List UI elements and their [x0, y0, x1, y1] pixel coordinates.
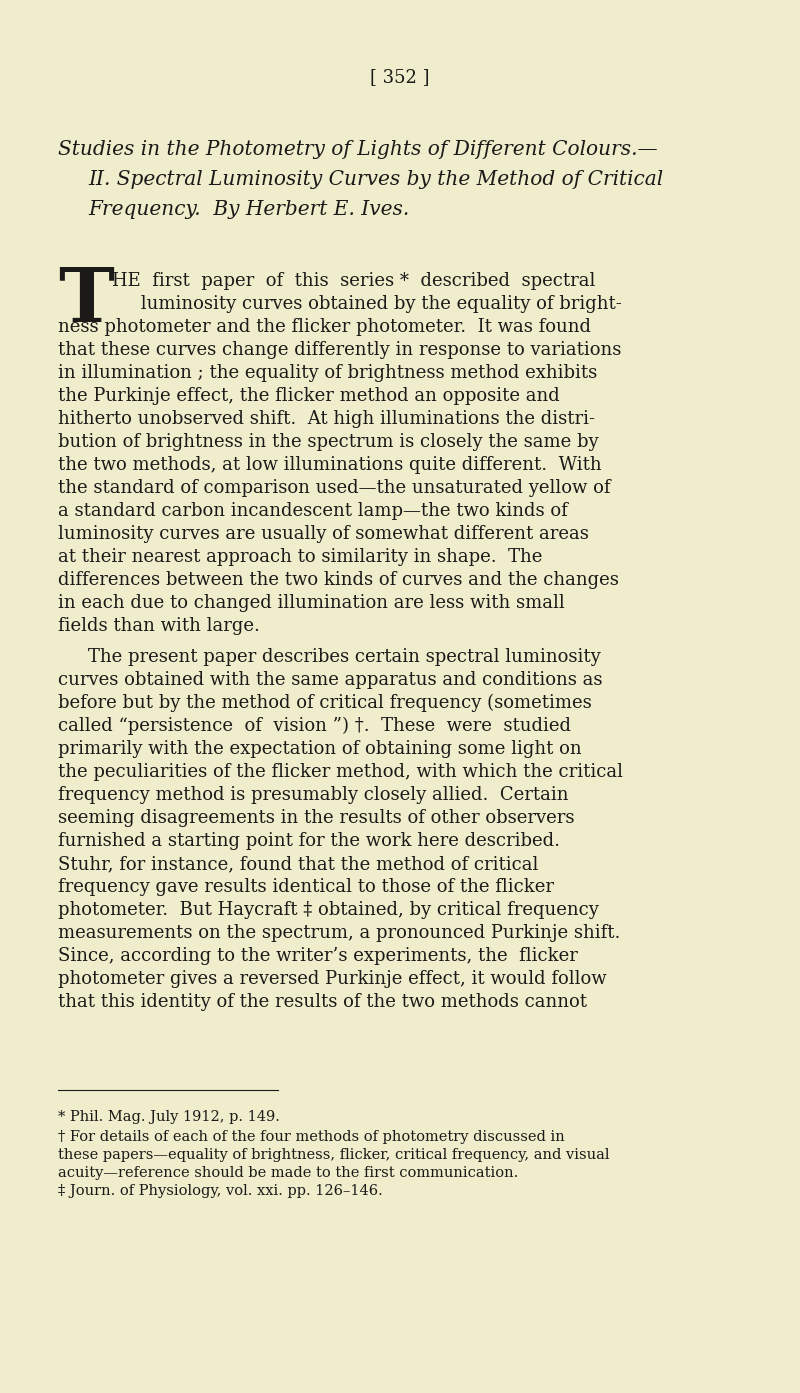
Text: luminosity curves obtained by the equality of bright-: luminosity curves obtained by the equali… — [112, 295, 622, 313]
Text: before but by the method of critical frequency (sometimes: before but by the method of critical fre… — [58, 694, 592, 712]
Text: photometer gives a reversed Purkinje effect, it would follow: photometer gives a reversed Purkinje eff… — [58, 970, 606, 988]
Text: ‡ Journ. of Physiology, vol. xxi. pp. 126–146.: ‡ Journ. of Physiology, vol. xxi. pp. 12… — [58, 1184, 382, 1198]
Text: the Purkinje effect, the flicker method an opposite and: the Purkinje effect, the flicker method … — [58, 387, 560, 405]
Text: acuity—reference should be made to the first communication.: acuity—reference should be made to the f… — [58, 1166, 518, 1180]
Text: HE  first  paper  of  this  series *  described  spectral: HE first paper of this series * describe… — [112, 272, 595, 290]
Text: called “persistence  of  vision ”) †.  These  were  studied: called “persistence of vision ”) †. Thes… — [58, 717, 571, 736]
Text: † For details of each of the four methods of photometry discussed in: † For details of each of the four method… — [58, 1130, 565, 1144]
Text: The present paper describes certain spectral luminosity: The present paper describes certain spec… — [88, 648, 601, 666]
Text: photometer.  But Haycraft ‡ obtained, by critical frequency: photometer. But Haycraft ‡ obtained, by … — [58, 901, 599, 919]
Text: differences between the two kinds of curves and the changes: differences between the two kinds of cur… — [58, 571, 619, 589]
Text: * Phil. Mag. July 1912, p. 149.: * Phil. Mag. July 1912, p. 149. — [58, 1110, 280, 1124]
Text: at their nearest approach to similarity in shape.  The: at their nearest approach to similarity … — [58, 547, 542, 566]
Text: that these curves change differently in response to variations: that these curves change differently in … — [58, 341, 622, 359]
Text: T: T — [58, 265, 114, 338]
Text: in illumination ; the equality of brightness method exhibits: in illumination ; the equality of bright… — [58, 364, 598, 382]
Text: [ 352 ]: [ 352 ] — [370, 68, 430, 86]
Text: Stuhr, for instance, found that the method of critical: Stuhr, for instance, found that the meth… — [58, 855, 538, 873]
Text: primarily with the expectation of obtaining some light on: primarily with the expectation of obtain… — [58, 740, 582, 758]
Text: the standard of comparison used—the unsaturated yellow of: the standard of comparison used—the unsa… — [58, 479, 610, 497]
Text: seeming disagreements in the results of other observers: seeming disagreements in the results of … — [58, 809, 574, 827]
Text: the two methods, at low illuminations quite different.  With: the two methods, at low illuminations qu… — [58, 456, 602, 474]
Text: measurements on the spectrum, a pronounced Purkinje shift.: measurements on the spectrum, a pronounc… — [58, 924, 620, 942]
Text: fields than with large.: fields than with large. — [58, 617, 260, 635]
Text: that this identity of the results of the two methods cannot: that this identity of the results of the… — [58, 993, 587, 1011]
Text: furnished a starting point for the work here described.: furnished a starting point for the work … — [58, 832, 560, 850]
Text: luminosity curves are usually of somewhat different areas: luminosity curves are usually of somewha… — [58, 525, 589, 543]
Text: these papers—equality of brightness, flicker, critical frequency, and visual: these papers—equality of brightness, fli… — [58, 1148, 610, 1162]
Text: frequency method is presumably closely allied.  Certain: frequency method is presumably closely a… — [58, 786, 569, 804]
Text: curves obtained with the same apparatus and conditions as: curves obtained with the same apparatus … — [58, 671, 602, 690]
Text: Frequency.  By Herbert E. Ives.: Frequency. By Herbert E. Ives. — [88, 201, 410, 219]
Text: Since, according to the writer’s experiments, the  flicker: Since, according to the writer’s experim… — [58, 947, 578, 965]
Text: the peculiarities of the flicker method, with which the critical: the peculiarities of the flicker method,… — [58, 763, 623, 781]
Text: hitherto unobserved shift.  At high illuminations the distri-: hitherto unobserved shift. At high illum… — [58, 410, 595, 428]
Text: in each due to changed illumination are less with small: in each due to changed illumination are … — [58, 593, 565, 612]
Text: frequency gave results identical to those of the flicker: frequency gave results identical to thos… — [58, 878, 554, 896]
Text: Studies in the Photometry of Lights of Different Colours.—: Studies in the Photometry of Lights of D… — [58, 141, 658, 159]
Text: ness photometer and the flicker photometer.  It was found: ness photometer and the flicker photomet… — [58, 318, 591, 336]
Text: bution of brightness in the spectrum is closely the same by: bution of brightness in the spectrum is … — [58, 433, 598, 451]
Text: II. Spectral Luminosity Curves by the Method of Critical: II. Spectral Luminosity Curves by the Me… — [88, 170, 663, 189]
Text: a standard carbon incandescent lamp—the two kinds of: a standard carbon incandescent lamp—the … — [58, 501, 568, 520]
